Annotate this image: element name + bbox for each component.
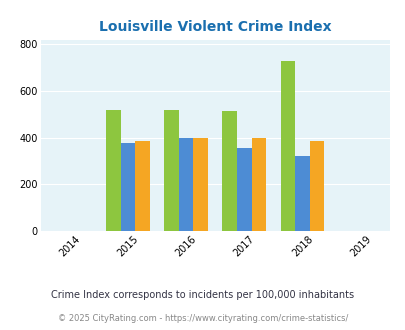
Bar: [222, 111, 237, 231]
Title: Louisville Violent Crime Index: Louisville Violent Crime Index: [99, 20, 330, 34]
Bar: [178, 138, 193, 231]
Bar: [309, 141, 324, 231]
Bar: [164, 110, 178, 231]
Bar: [106, 110, 120, 231]
Bar: [251, 138, 265, 231]
Bar: [237, 148, 251, 231]
Bar: [294, 156, 309, 231]
Text: Crime Index corresponds to incidents per 100,000 inhabitants: Crime Index corresponds to incidents per…: [51, 290, 354, 300]
Bar: [280, 61, 294, 231]
Bar: [193, 138, 207, 231]
Bar: [120, 143, 135, 231]
Text: © 2025 CityRating.com - https://www.cityrating.com/crime-statistics/: © 2025 CityRating.com - https://www.city…: [58, 314, 347, 323]
Bar: [135, 141, 149, 231]
